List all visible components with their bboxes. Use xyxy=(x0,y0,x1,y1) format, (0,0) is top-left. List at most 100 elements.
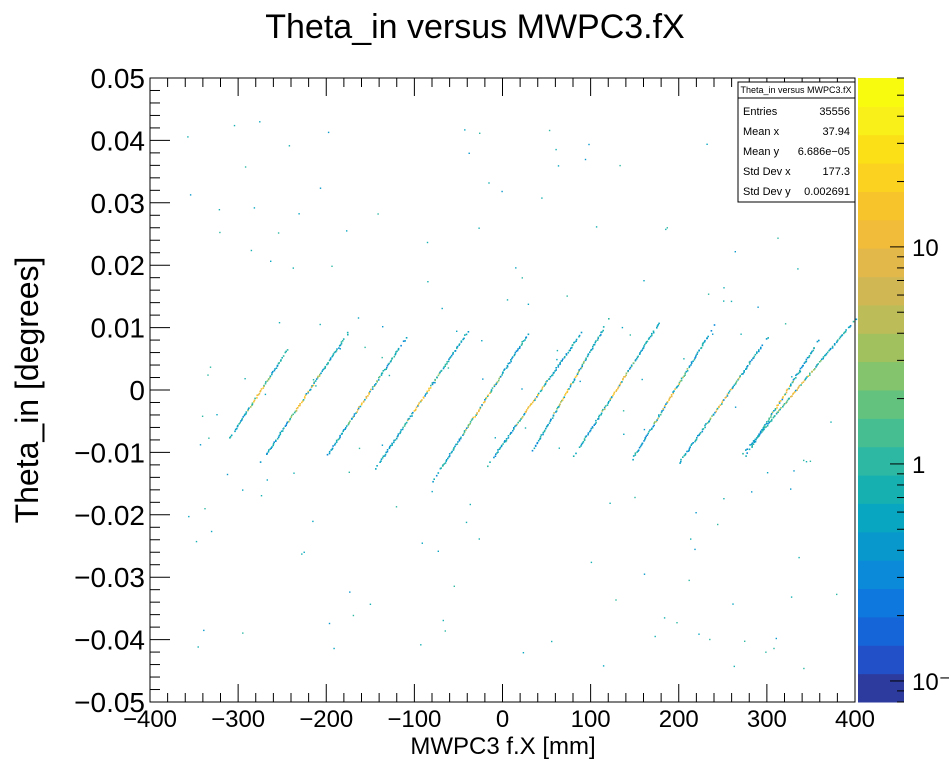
heatmap-bin xyxy=(541,388,543,390)
heatmap-bin xyxy=(584,359,587,362)
heatmap-bin xyxy=(533,447,536,450)
heatmap-bin xyxy=(390,359,392,362)
heatmap-bin xyxy=(782,405,784,408)
heatmap-bin xyxy=(797,386,800,388)
heatmap-bin xyxy=(805,358,808,361)
heatmap-bin xyxy=(271,373,273,376)
heatmap-bin xyxy=(389,360,392,363)
heatmap-bin xyxy=(567,351,570,354)
heatmap-bin xyxy=(479,132,481,134)
heatmap-bin xyxy=(665,228,667,231)
heatmap-bin xyxy=(329,358,332,361)
heatmap-bin xyxy=(356,411,358,413)
heatmap-bin xyxy=(486,395,489,397)
heatmap-bin xyxy=(313,382,315,384)
heatmap-bin xyxy=(529,404,531,407)
stats-mean-y-label: Mean y xyxy=(743,146,780,158)
color-scale-swatch xyxy=(858,531,904,561)
heatmap-bin xyxy=(713,324,716,326)
heatmap-bin xyxy=(773,410,775,412)
heatmap-bin xyxy=(491,387,494,389)
heatmap-bin xyxy=(383,368,386,371)
heatmap-bin xyxy=(522,340,525,342)
heatmap-bin xyxy=(632,362,635,364)
heatmap-bin xyxy=(537,393,539,396)
heatmap-bin xyxy=(335,441,338,443)
heatmap-bin xyxy=(615,389,618,391)
heatmap-bin xyxy=(517,348,519,350)
heatmap-bin xyxy=(709,417,712,420)
heatmap-bin xyxy=(658,322,660,325)
heatmap-bin xyxy=(376,465,378,467)
heatmap-bin xyxy=(805,377,807,380)
heatmap-bin xyxy=(342,430,344,433)
heatmap-bin xyxy=(349,591,351,593)
heatmap-bin xyxy=(588,143,590,146)
heatmap-bin xyxy=(399,432,401,435)
heatmap-bin xyxy=(615,390,617,392)
heatmap-bin xyxy=(381,444,384,446)
heatmap-bin xyxy=(328,359,331,362)
heatmap-bin xyxy=(433,478,435,480)
heatmap-bin xyxy=(409,415,412,418)
heatmap-bin xyxy=(468,423,470,426)
stats-stddev-y-value: 0.002691 xyxy=(804,186,850,198)
heatmap-bin xyxy=(253,400,255,403)
heatmap-bin xyxy=(267,451,270,453)
heatmap-bin xyxy=(695,512,697,514)
heatmap-bin xyxy=(781,398,784,401)
heatmap-bin xyxy=(752,357,755,359)
heatmap-bin xyxy=(518,347,521,349)
heatmap-bin xyxy=(475,414,477,416)
heatmap-bin xyxy=(684,374,686,376)
heatmap-bin xyxy=(591,426,594,428)
heatmap-bin xyxy=(606,404,609,406)
heatmap-bin xyxy=(805,461,808,463)
heatmap-bin xyxy=(644,438,646,441)
heatmap-bin xyxy=(653,424,655,427)
heatmap-bin xyxy=(624,375,626,378)
heatmap-bin xyxy=(563,396,566,398)
heatmap-bin xyxy=(440,369,443,372)
heatmap-bin xyxy=(189,194,192,196)
heatmap-bin xyxy=(266,479,268,481)
heatmap-bin xyxy=(676,385,678,388)
heatmap-bin xyxy=(705,423,707,425)
heatmap-bin xyxy=(759,347,762,350)
heatmap-bin xyxy=(449,356,452,358)
heatmap-bin xyxy=(540,434,543,436)
heatmap-bin xyxy=(555,367,557,369)
heatmap-bin xyxy=(703,341,706,343)
heatmap-bin xyxy=(735,381,737,384)
heatmap-bin xyxy=(415,406,418,409)
heatmap-bin xyxy=(600,334,602,336)
heatmap-bin xyxy=(489,392,491,394)
heatmap-bin xyxy=(786,388,789,391)
heatmap-bin xyxy=(336,348,338,350)
color-scale-swatch xyxy=(858,645,904,675)
heatmap-bin xyxy=(580,331,583,334)
heatmap-bin xyxy=(240,420,242,422)
y-tick-label: 0 xyxy=(129,375,145,406)
heatmap-bin xyxy=(619,164,621,167)
heatmap-bin xyxy=(573,379,576,381)
heatmap-bin xyxy=(382,455,385,457)
heatmap-bin xyxy=(464,129,466,131)
color-scale-swatch xyxy=(858,276,904,306)
heatmap-bin xyxy=(765,338,768,340)
heatmap-bin xyxy=(340,341,343,343)
heatmap-bin xyxy=(638,353,641,355)
heatmap-bin xyxy=(580,445,582,447)
heatmap-bin xyxy=(216,414,218,416)
heatmap-bin xyxy=(395,506,398,508)
heatmap-bin xyxy=(507,435,510,437)
heatmap-bin xyxy=(608,318,610,320)
heatmap-bin xyxy=(784,323,787,325)
heatmap-bin xyxy=(692,360,694,363)
heatmap-bin xyxy=(586,355,589,358)
heatmap-bin xyxy=(340,342,343,345)
heatmap-bin xyxy=(709,418,711,421)
heatmap-bin xyxy=(313,381,316,383)
heatmap-bin xyxy=(280,430,283,433)
heatmap-bin xyxy=(801,382,803,384)
